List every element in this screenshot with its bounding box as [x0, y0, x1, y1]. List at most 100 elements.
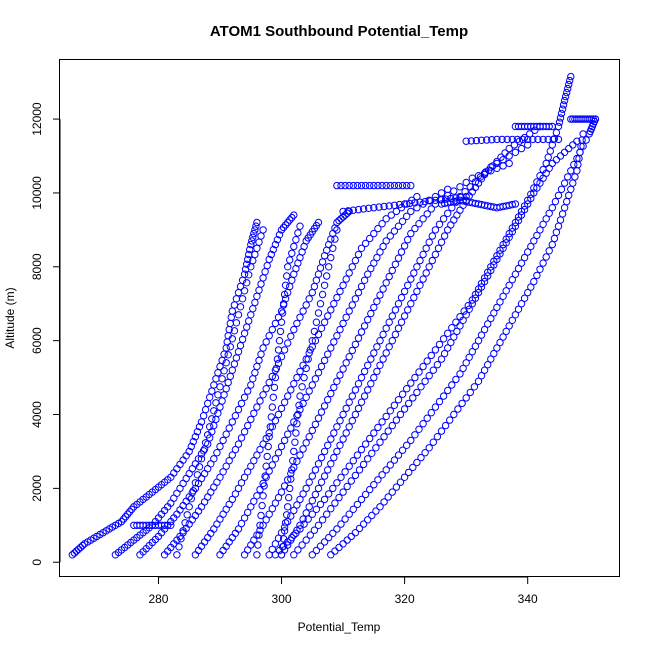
- data-point: [306, 346, 314, 354]
- data-point: [265, 429, 273, 437]
- data-point: [305, 503, 313, 511]
- data-point: [228, 366, 237, 374]
- data-point: [218, 375, 226, 383]
- data-point: [508, 200, 516, 209]
- data-point: [277, 488, 286, 496]
- data-point: [398, 217, 407, 226]
- data-point: [311, 466, 320, 474]
- data-point: [197, 455, 206, 463]
- data-point: [193, 428, 202, 436]
- data-point: [281, 281, 290, 289]
- series-22: [173, 226, 267, 559]
- data-point: [234, 348, 243, 356]
- data-point: [517, 207, 526, 216]
- data-point: [284, 218, 292, 227]
- data-point: [320, 472, 329, 480]
- data-point: [271, 319, 280, 328]
- data-point: [351, 256, 360, 265]
- data-point: [444, 185, 452, 194]
- data-point: [320, 495, 329, 504]
- data-point: [308, 551, 316, 559]
- data-point: [382, 324, 390, 332]
- data-point: [167, 521, 175, 529]
- data-point: [564, 173, 572, 181]
- data-point: [394, 324, 403, 332]
- data-point: [259, 226, 267, 234]
- data-point: [268, 545, 276, 553]
- data-point: [251, 298, 259, 307]
- data-point: [477, 331, 486, 339]
- data-point: [563, 88, 571, 97]
- data-point: [293, 319, 301, 328]
- data-point: [458, 399, 466, 408]
- data-point: [240, 287, 249, 295]
- data-point: [527, 242, 535, 251]
- data-point: [555, 118, 564, 126]
- data-point: [299, 490, 307, 498]
- data-point: [415, 220, 423, 228]
- data-point: [464, 301, 472, 310]
- series-14: [333, 181, 415, 190]
- data-point: [314, 460, 323, 468]
- data-point: [459, 364, 467, 373]
- data-point: [411, 224, 419, 233]
- data-point: [373, 253, 381, 262]
- data-point: [274, 493, 283, 502]
- data-point: [394, 222, 403, 230]
- series-15: [462, 135, 563, 145]
- data-point: [173, 465, 181, 473]
- series-16: [511, 122, 556, 131]
- data-point: [333, 525, 341, 533]
- data-point: [384, 427, 392, 435]
- data-point: [128, 505, 136, 513]
- data-point: [271, 373, 280, 382]
- data-point: [376, 291, 384, 299]
- data-point: [361, 181, 370, 190]
- data-point: [243, 323, 251, 331]
- data-point: [237, 519, 246, 528]
- data-point: [554, 135, 563, 144]
- data-point: [335, 543, 343, 552]
- data-point: [240, 329, 249, 337]
- data-point: [400, 405, 409, 413]
- data-point: [247, 503, 255, 511]
- data-point: [359, 205, 368, 213]
- data-point: [187, 495, 196, 503]
- data-point: [333, 293, 341, 302]
- data-point: [368, 511, 376, 520]
- data-point: [204, 431, 212, 439]
- data-point: [357, 398, 366, 406]
- data-point: [435, 340, 444, 349]
- data-point: [382, 349, 390, 357]
- data-point: [354, 205, 363, 214]
- series-7: [265, 141, 532, 559]
- data-point: [341, 515, 349, 523]
- data-point: [323, 272, 331, 280]
- data-point: [484, 320, 492, 328]
- data-point: [285, 493, 293, 502]
- data-point: [199, 447, 208, 455]
- data-point: [351, 340, 360, 349]
- data-point: [220, 391, 228, 399]
- data-point: [403, 200, 411, 208]
- data-point: [273, 355, 282, 363]
- data-point: [173, 551, 181, 559]
- data-point: [253, 403, 261, 411]
- data-point: [560, 96, 569, 105]
- data-point: [497, 153, 505, 161]
- data-point: [505, 229, 513, 238]
- data-point: [284, 339, 292, 347]
- data-point: [437, 238, 446, 246]
- data-point: [273, 236, 282, 244]
- data-point: [336, 287, 344, 296]
- data-point: [360, 392, 369, 400]
- data-point: [378, 471, 386, 479]
- data-point: [317, 453, 326, 462]
- data-point: [337, 215, 345, 223]
- data-point: [255, 286, 263, 294]
- data-point: [425, 372, 433, 380]
- data-point: [225, 457, 233, 465]
- data-point: [359, 460, 368, 469]
- data-point: [548, 122, 556, 131]
- data-point: [468, 296, 476, 304]
